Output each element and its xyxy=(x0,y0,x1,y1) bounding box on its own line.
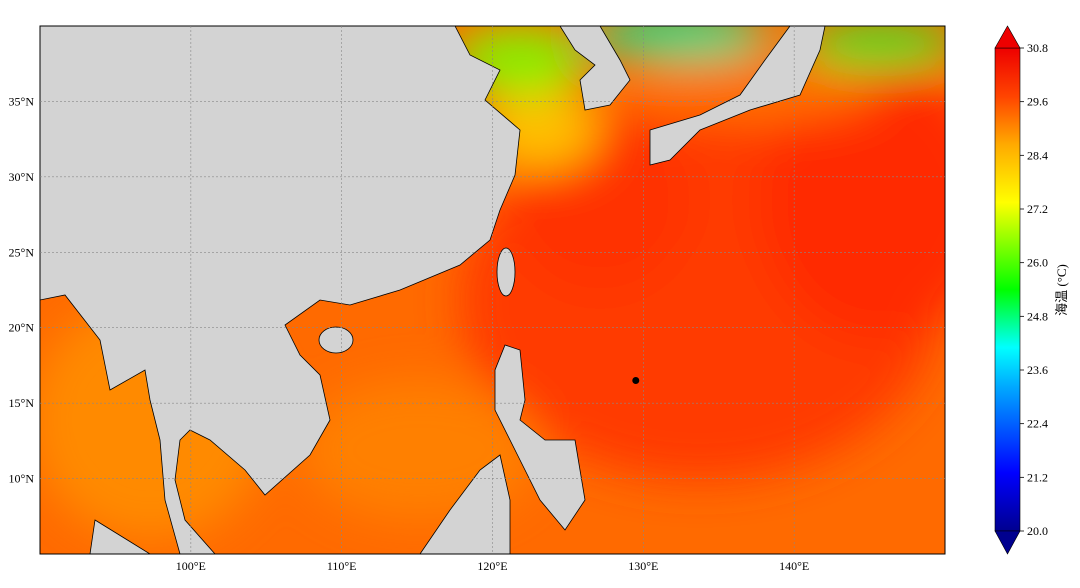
hainan xyxy=(318,326,354,354)
colorbar-tick-label: 30.8 xyxy=(1027,41,1048,55)
korea xyxy=(559,26,631,111)
colorbar-tick-label: 29.6 xyxy=(1027,95,1048,109)
y-tick-label: 30°N xyxy=(9,170,35,184)
colorbar-tick-label: 28.4 xyxy=(1027,148,1048,162)
y-tick-label: 25°N xyxy=(9,245,35,259)
japan xyxy=(649,26,826,166)
y-tick-label: 35°N xyxy=(9,94,35,108)
x-tick-label: 110°E xyxy=(327,559,357,573)
colorbar-tick-label: 26.0 xyxy=(1027,256,1048,270)
colorbar-label: 海温 (°C) xyxy=(1054,264,1069,316)
map-area xyxy=(40,26,945,554)
philippines xyxy=(494,344,586,531)
colorbar-tick-label: 22.4 xyxy=(1027,417,1048,431)
x-tick-label: 120°E xyxy=(477,559,507,573)
colorbar-tick-label: 23.6 xyxy=(1027,363,1048,377)
borneo xyxy=(419,454,511,554)
colorbar-tick-label: 20.0 xyxy=(1027,524,1048,538)
x-tick-label: 140°E xyxy=(779,559,809,573)
x-tick-label: 130°E xyxy=(628,559,658,573)
colorbar-tick-label: 27.2 xyxy=(1027,202,1048,216)
colorbar xyxy=(994,47,1021,532)
mainland xyxy=(40,26,521,554)
x-tick-label: 100°E xyxy=(176,559,206,573)
y-tick-label: 20°N xyxy=(9,321,35,335)
sumatra xyxy=(89,519,151,554)
location-marker xyxy=(632,377,640,385)
colorbar-extend-min xyxy=(994,530,1021,555)
colorbar-tick-label: 24.8 xyxy=(1027,309,1048,323)
taiwan xyxy=(496,247,516,297)
colorbar-extend-max xyxy=(994,25,1021,49)
y-tick-label: 10°N xyxy=(9,472,35,486)
y-tick-label: 15°N xyxy=(9,396,35,410)
colorbar-tick-label: 21.2 xyxy=(1027,470,1048,484)
